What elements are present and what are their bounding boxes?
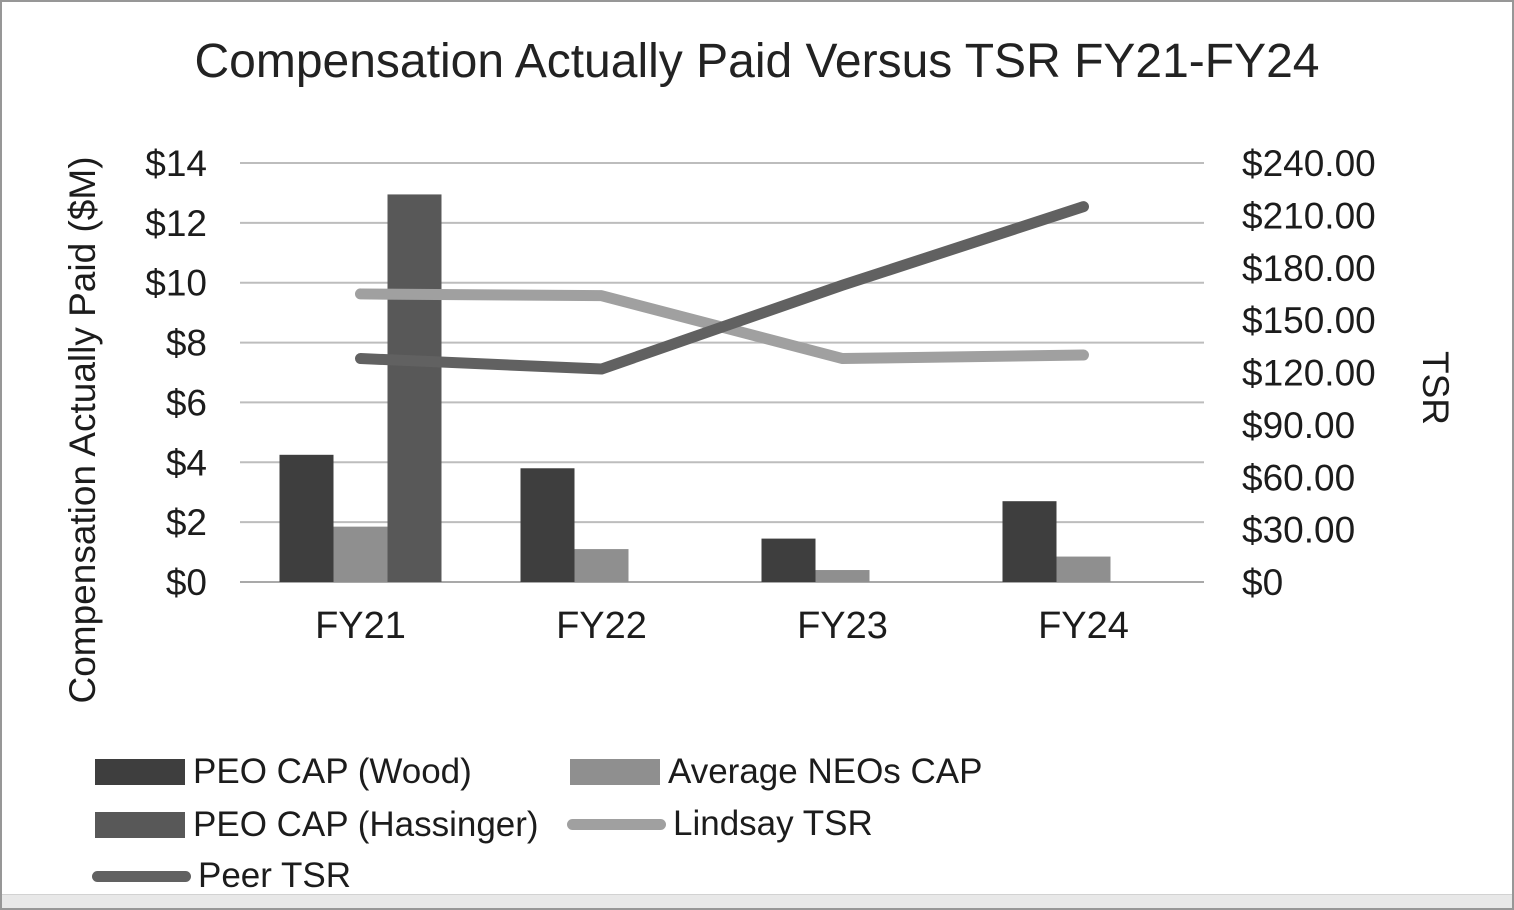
legend-label: Peer TSR [198, 856, 352, 895]
bottom-strip [2, 894, 1512, 908]
y-axis-tick-left: $10 [145, 263, 207, 304]
legend-label: PEO CAP (Hassinger) [193, 805, 539, 844]
bar-average-neos-cap [815, 570, 870, 582]
x-axis-label: FY24 [1038, 605, 1129, 647]
y-axis-tick-left: $4 [166, 442, 207, 483]
legend-item-peo-cap-hassinger: PEO CAP (Hassinger) [95, 805, 539, 844]
bar-peo-cap-wood- [520, 468, 575, 582]
y-axis-tick-left: $8 [166, 323, 207, 364]
x-axis-label: FY22 [556, 605, 647, 647]
bar-average-neos-cap [1056, 556, 1111, 582]
y-axis-tick-left: $2 [166, 502, 207, 543]
y-axis-tick-right: $150.00 [1242, 300, 1376, 341]
bar-peo-cap-wood- [279, 454, 334, 582]
y-axis-tick-left: $14 [145, 143, 207, 184]
bar-swatch-peo-cap-wood [95, 759, 185, 785]
y-axis-tick-right: $240.00 [1242, 143, 1376, 184]
y-axis-tick-right: $120.00 [1242, 353, 1376, 394]
line-swatch-peer-tsr [92, 870, 191, 882]
y-axis-tick-right: $210.00 [1242, 195, 1376, 236]
bar-peo-cap-wood- [761, 538, 816, 582]
y-axis-tick-right: $90.00 [1242, 405, 1355, 446]
line-swatch-lindsay-tsr [567, 818, 666, 830]
legend-label: Lindsay TSR [673, 804, 873, 843]
bar-average-neos-cap [574, 549, 629, 582]
bar-swatch-peo-cap-hassinger [95, 812, 185, 838]
legend-label: Average NEOs CAP [668, 752, 983, 791]
y-axis-tick-left: $0 [166, 562, 207, 603]
bar-swatch-average-neos-cap [570, 759, 660, 785]
x-axis-label: FY21 [315, 605, 406, 647]
x-axis-label: FY23 [797, 605, 888, 647]
bar-peo-cap-wood- [1002, 501, 1057, 582]
legend-item-peer-tsr: Peer TSR [92, 856, 351, 895]
bar-average-neos-cap [333, 526, 388, 582]
line-peer-tsr [355, 201, 1089, 375]
y-axis-tick-left: $6 [166, 382, 207, 423]
bar-peo-cap-hassinger- [387, 194, 442, 583]
legend-item-peo-cap-wood: PEO CAP (Wood) [95, 752, 472, 791]
y-axis-tick-right: $180.00 [1242, 248, 1376, 289]
y-axis-tick-left: $12 [145, 203, 207, 244]
y-axis-tick-right: $30.00 [1242, 510, 1355, 551]
legend-item-lindsay-tsr: Lindsay TSR [567, 804, 873, 843]
y-axis-tick-right: $0 [1242, 562, 1283, 603]
y-axis-tick-right: $60.00 [1242, 457, 1355, 498]
legend-label: PEO CAP (Wood) [193, 752, 472, 791]
chart-title: Compensation Actually Paid Versus TSR FY… [194, 35, 1320, 88]
legend-item-average-neos-cap: Average NEOs CAP [570, 752, 983, 791]
